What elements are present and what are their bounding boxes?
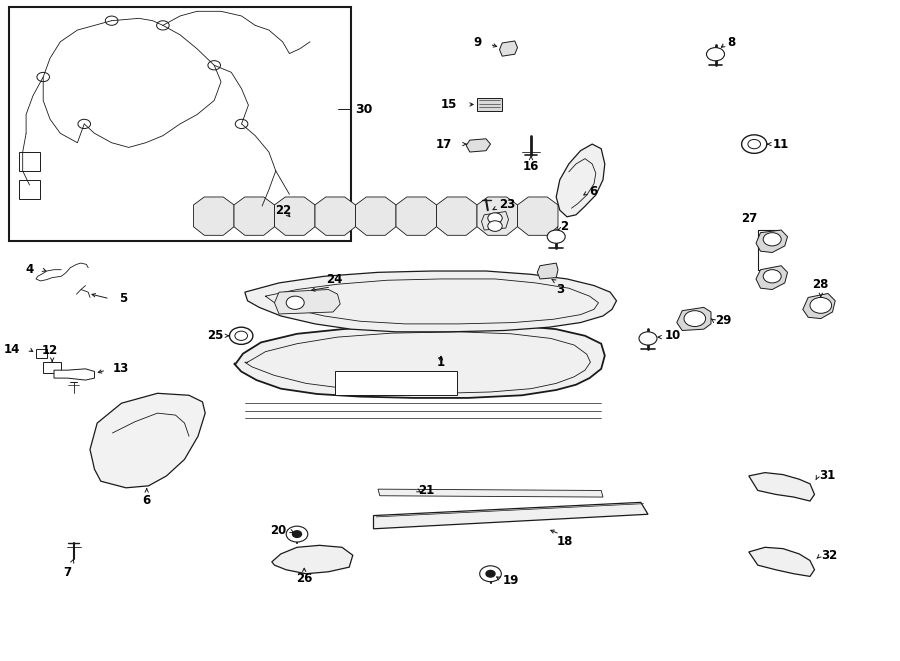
Text: 20: 20 <box>270 524 286 537</box>
Text: 8: 8 <box>727 36 735 50</box>
Polygon shape <box>335 371 457 395</box>
Polygon shape <box>234 197 274 235</box>
Circle shape <box>105 16 118 25</box>
Text: 12: 12 <box>41 344 58 357</box>
Text: 19: 19 <box>502 574 518 587</box>
Text: 29: 29 <box>716 314 732 327</box>
Circle shape <box>763 233 781 246</box>
Circle shape <box>810 297 832 313</box>
Text: 28: 28 <box>813 278 829 291</box>
Polygon shape <box>194 197 234 235</box>
Polygon shape <box>466 139 490 152</box>
Polygon shape <box>477 98 502 111</box>
Text: 3: 3 <box>556 283 564 296</box>
Polygon shape <box>274 290 340 314</box>
Polygon shape <box>315 197 356 235</box>
Polygon shape <box>19 152 40 171</box>
Text: 21: 21 <box>418 484 435 497</box>
Text: 11: 11 <box>772 137 788 151</box>
Polygon shape <box>43 362 61 373</box>
Text: 1: 1 <box>436 356 446 369</box>
Text: 31: 31 <box>819 469 835 483</box>
Circle shape <box>486 570 495 577</box>
Text: 23: 23 <box>500 198 516 212</box>
Circle shape <box>37 73 50 81</box>
Polygon shape <box>245 271 616 332</box>
Text: 25: 25 <box>207 329 223 342</box>
Text: 27: 27 <box>741 212 757 225</box>
Polygon shape <box>803 293 835 319</box>
Polygon shape <box>756 266 788 290</box>
Circle shape <box>742 135 767 153</box>
Polygon shape <box>756 230 788 253</box>
Text: 10: 10 <box>664 329 680 342</box>
Circle shape <box>157 20 169 30</box>
Polygon shape <box>482 212 508 230</box>
Polygon shape <box>396 197 436 235</box>
Circle shape <box>78 120 91 128</box>
Polygon shape <box>19 180 40 199</box>
Circle shape <box>763 270 781 283</box>
Text: 13: 13 <box>112 362 129 375</box>
Polygon shape <box>749 547 814 576</box>
Polygon shape <box>356 197 396 235</box>
Polygon shape <box>36 349 47 358</box>
Text: 16: 16 <box>523 160 539 173</box>
Polygon shape <box>378 489 603 497</box>
Polygon shape <box>677 307 711 330</box>
Circle shape <box>706 48 724 61</box>
Text: 9: 9 <box>473 36 482 50</box>
Polygon shape <box>518 197 558 235</box>
Polygon shape <box>537 263 558 279</box>
Text: 6: 6 <box>142 494 151 508</box>
Text: 18: 18 <box>557 535 573 549</box>
Circle shape <box>488 221 502 231</box>
Text: 2: 2 <box>560 219 568 233</box>
Polygon shape <box>54 369 94 380</box>
Polygon shape <box>374 502 648 529</box>
Polygon shape <box>234 324 605 398</box>
Circle shape <box>286 526 308 542</box>
Polygon shape <box>477 197 517 235</box>
Text: 4: 4 <box>25 263 33 276</box>
Text: 22: 22 <box>275 204 292 217</box>
Circle shape <box>230 327 253 344</box>
Circle shape <box>235 120 248 128</box>
Polygon shape <box>90 393 205 488</box>
Circle shape <box>684 311 706 327</box>
Circle shape <box>208 61 220 70</box>
Circle shape <box>488 213 502 223</box>
Circle shape <box>639 332 657 345</box>
Text: 26: 26 <box>296 572 312 585</box>
Polygon shape <box>272 545 353 574</box>
Polygon shape <box>436 197 477 235</box>
Text: 14: 14 <box>4 342 20 356</box>
Polygon shape <box>500 41 518 56</box>
Polygon shape <box>274 197 315 235</box>
Text: 6: 6 <box>590 185 598 198</box>
Polygon shape <box>749 473 814 501</box>
Polygon shape <box>556 144 605 217</box>
Circle shape <box>480 566 501 582</box>
Text: 24: 24 <box>327 272 343 286</box>
Text: 15: 15 <box>441 98 457 111</box>
Text: 32: 32 <box>821 549 837 562</box>
Circle shape <box>547 230 565 243</box>
Circle shape <box>286 296 304 309</box>
Text: 5: 5 <box>119 292 127 305</box>
Circle shape <box>235 331 248 340</box>
Text: 30: 30 <box>356 102 373 116</box>
Text: 17: 17 <box>436 137 452 151</box>
Circle shape <box>292 531 302 537</box>
Bar <box>9 7 351 241</box>
Circle shape <box>748 139 760 149</box>
Text: 7: 7 <box>63 566 72 579</box>
